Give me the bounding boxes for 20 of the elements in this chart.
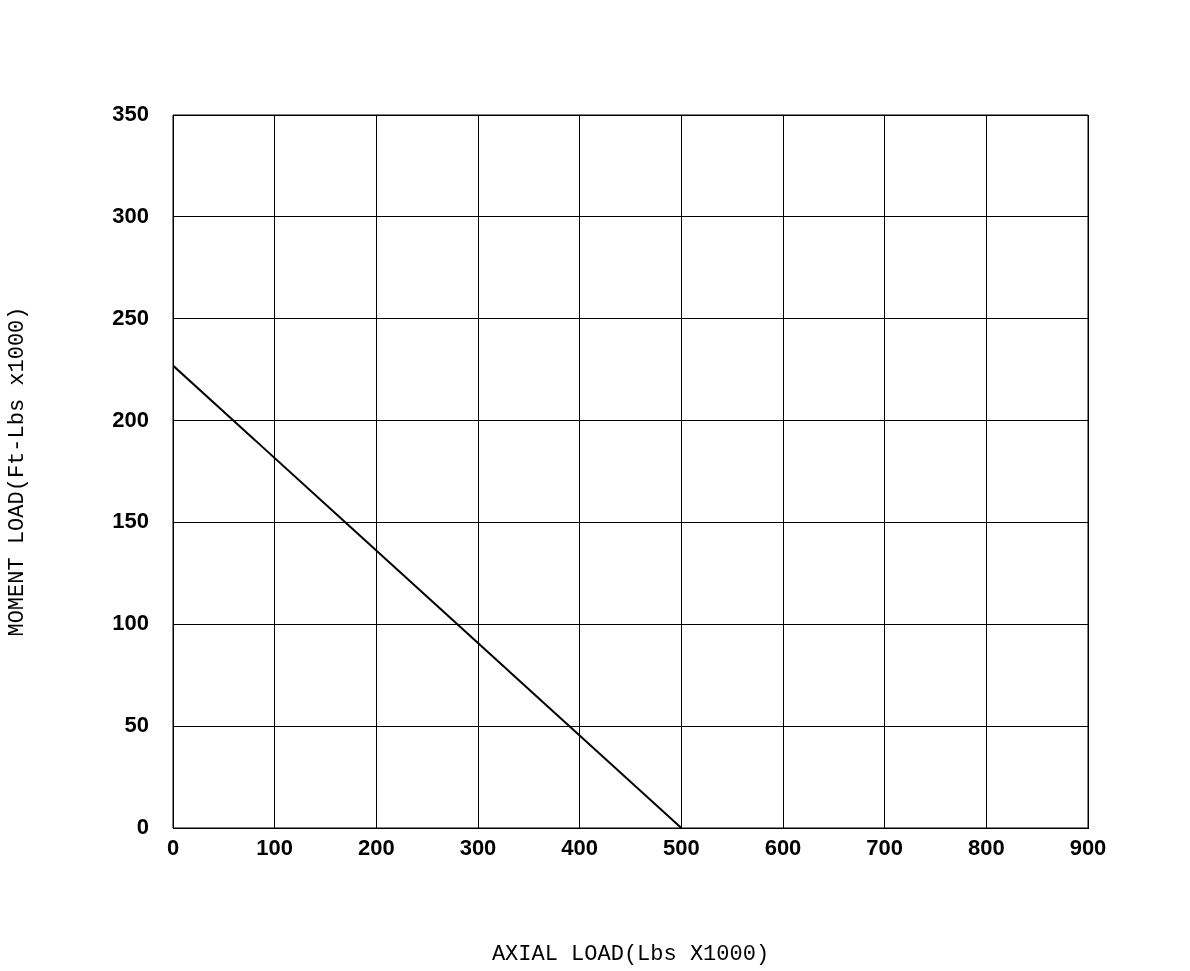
x-axis-title: AXIAL LOAD(Lbs X1000) bbox=[491, 941, 770, 967]
x-tick-label: 0 bbox=[166, 835, 180, 861]
x-tick-label: 300 bbox=[459, 835, 497, 861]
y-axis-title: MOMENT LOAD(Ft-Lbs x1000) bbox=[5, 306, 31, 637]
y-tick-label: 250 bbox=[112, 304, 149, 330]
y-tick-label: 100 bbox=[112, 610, 149, 636]
x-tick-label: 600 bbox=[764, 835, 802, 861]
x-tick-label: 100 bbox=[256, 835, 294, 861]
x-tick-label: 800 bbox=[967, 835, 1005, 861]
x-tick-label: 500 bbox=[662, 835, 700, 861]
y-tick-label: 0 bbox=[136, 814, 149, 840]
y-tick-label: 300 bbox=[112, 202, 149, 228]
x-tick-label: 900 bbox=[1069, 835, 1107, 861]
y-tick-label: 50 bbox=[124, 712, 149, 738]
x-tick-label: 700 bbox=[866, 835, 904, 861]
y-tick-label: 350 bbox=[112, 101, 149, 127]
x-tick-label: 400 bbox=[561, 835, 599, 861]
x-tick-label: 200 bbox=[357, 835, 395, 861]
y-tick-label: 200 bbox=[112, 406, 149, 432]
y-tick-label: 150 bbox=[112, 508, 149, 534]
